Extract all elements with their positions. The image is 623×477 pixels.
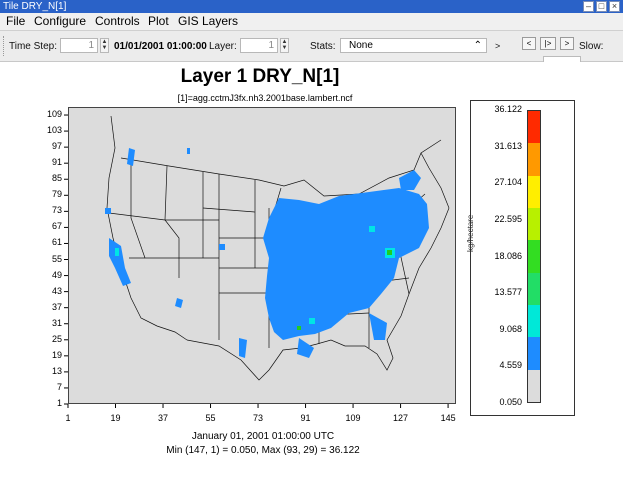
current-date: 01/01/2001 01:00:00 [114, 41, 207, 52]
x-tick-label: 127 [393, 413, 409, 423]
plot-title: Layer 1 DRY_N[1] [180, 66, 340, 87]
plot-minmax-footer: Min (147, 1) = 0.050, Max (93, 29) = 36.… [166, 445, 360, 456]
stats-label: Stats: [310, 41, 336, 52]
minimize-icon[interactable]: – [583, 1, 594, 12]
y-tick-label: 31 [51, 317, 62, 328]
y-tick-label: 67 [51, 221, 62, 232]
menu-plot[interactable]: Plot [148, 14, 169, 28]
california-region [109, 238, 131, 286]
menu-gis-layers[interactable]: GIS Layers [178, 14, 239, 28]
step-back-button[interactable]: < [522, 37, 536, 50]
y-tick-label: 13 [51, 365, 62, 376]
legend-colorbar [527, 110, 541, 403]
y-tick-label: 43 [51, 285, 62, 296]
menu-controls[interactable]: Controls [95, 14, 140, 28]
southern-coastline [186, 207, 450, 381]
legend-color-segment [528, 175, 540, 209]
stats-select[interactable]: None ⌃ [340, 38, 487, 53]
map-graphic [105, 115, 450, 381]
legend-color-segment [528, 305, 540, 338]
menu-bar: File Configure Controls Plot GIS Layers [0, 13, 623, 31]
legend-color-segment [528, 111, 540, 144]
legend-tick-label: 27.104 [494, 177, 522, 188]
west-coastline [106, 115, 188, 341]
legend-color-segment [528, 272, 540, 306]
menu-file[interactable]: File [6, 14, 26, 28]
legend-color-segment [528, 240, 540, 274]
y-tick-label: 91 [51, 157, 62, 168]
deposition-cells [105, 148, 429, 358]
toolbar-overflow-icon[interactable]: > [495, 41, 501, 51]
window-titlebar: Tile DRY_N[1] – □ × [0, 0, 623, 13]
time-step-input[interactable]: 1 [60, 38, 98, 53]
x-tick-label: 91 [300, 413, 311, 423]
y-tick-label: 25 [51, 333, 62, 344]
y-tick-label: 79 [51, 189, 62, 200]
map-plot-area[interactable] [68, 107, 456, 404]
x-tick-label: 109 [345, 413, 361, 423]
slow-label: Slow: [579, 41, 604, 52]
legend-tick-label: 22.595 [494, 213, 522, 224]
chevron-updown-icon: ⌃ [473, 40, 482, 51]
play-button[interactable]: |> [540, 37, 556, 50]
legend [470, 100, 575, 416]
legend-tick-label: 13.577 [494, 287, 522, 298]
toolbar-grip[interactable] [3, 36, 6, 56]
max-deposition-cells [297, 250, 392, 330]
layer-input[interactable]: 1 [240, 38, 278, 53]
y-tick-label: 85 [51, 173, 62, 184]
y-tick-label: 97 [51, 141, 62, 152]
eastern-us-region [263, 188, 429, 340]
legend-tick-label: 4.559 [499, 360, 522, 371]
toolbar: Time Step: 1 ▲ ▼ 01/01/2001 01:00:00 Laye… [0, 31, 623, 62]
slow-speed-input[interactable] [543, 56, 581, 62]
legend-units: kg/hectare [466, 214, 475, 252]
time-step-label: Time Step: [9, 41, 57, 52]
layer-stepper[interactable]: ▲ ▼ [280, 38, 289, 53]
legend-color-segment [528, 369, 540, 403]
step-forward-button[interactable]: > [560, 37, 574, 50]
legend-color-segment [528, 337, 540, 371]
east-coastline [420, 152, 450, 209]
y-tick-label: 103 [46, 125, 62, 136]
y-tick-label: 37 [51, 301, 62, 312]
y-tick-label: 61 [51, 237, 62, 248]
legend-color-segment [528, 143, 540, 177]
y-tick-label: 7 [56, 381, 62, 392]
time-step-stepper[interactable]: ▲ ▼ [100, 38, 109, 53]
x-tick-label: 1 [65, 413, 71, 423]
y-tick-label: 49 [51, 269, 62, 280]
y-tick-label: 73 [51, 205, 62, 216]
northern-border [120, 139, 442, 197]
legend-tick-label: 18.086 [494, 250, 522, 261]
legend-tick-label: 9.068 [499, 323, 522, 334]
y-tick-label: 1 [56, 398, 62, 408]
x-tick-label: 37 [158, 413, 169, 423]
maximize-icon[interactable]: □ [596, 1, 607, 12]
plot-date-footer: January 01, 2001 01:00:00 UTC [191, 431, 335, 442]
legend-tick-label: 36.122 [494, 104, 522, 114]
y-tick-label: 109 [46, 109, 62, 120]
window-title: Tile DRY_N[1] [3, 1, 67, 12]
y-tick-label: 55 [51, 253, 62, 264]
menu-configure[interactable]: Configure [34, 14, 87, 28]
close-icon[interactable]: × [609, 1, 620, 12]
legend-color-segment [528, 208, 540, 241]
stats-select-value: None [349, 40, 373, 51]
x-tick-label: 19 [110, 413, 121, 423]
x-tick-label: 73 [253, 413, 264, 423]
x-tick-label: 55 [205, 413, 216, 423]
layer-label: Layer: [209, 41, 237, 52]
plot-subtitle: [1]=agg.cctmJ3fx.nh3.2001base.lambert.nc… [177, 93, 353, 103]
x-tick-label: 145 [440, 413, 456, 423]
legend-tick-label: 31.613 [494, 140, 522, 151]
legend-tick-label: 0.050 [499, 397, 522, 407]
y-tick-label: 19 [51, 349, 62, 360]
